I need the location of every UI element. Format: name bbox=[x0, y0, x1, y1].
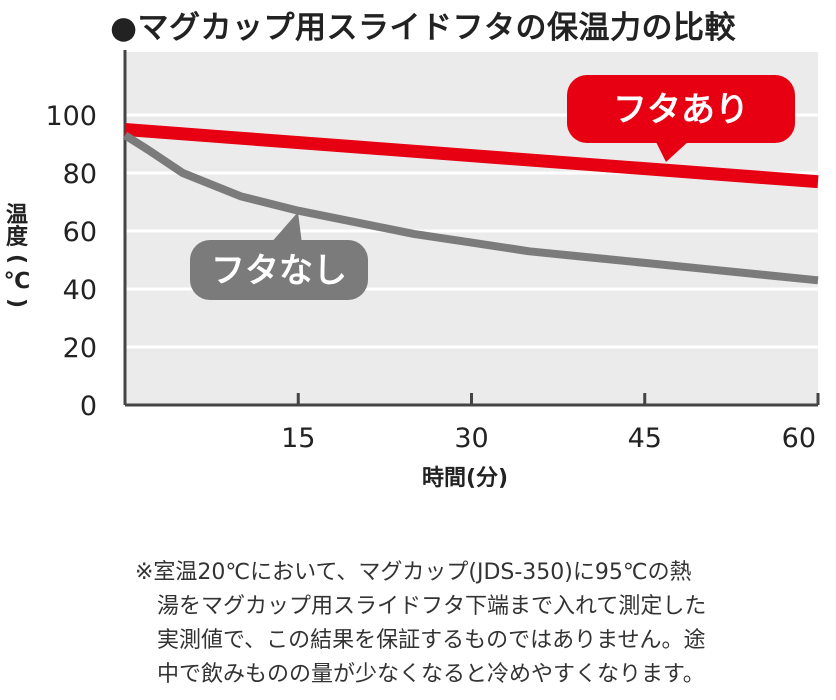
legend-without-lid-label: フタなし bbox=[211, 251, 347, 291]
x-tick-label: 15 bbox=[281, 423, 315, 454]
footnote-line: 実測値で、この結果を保証するものではありません。途 bbox=[157, 628, 706, 653]
y-tick-label: 80 bbox=[63, 159, 97, 190]
chart-title: ●マグカップ用スライドフタの保温力の比較 bbox=[110, 10, 737, 46]
y-tick-label: 20 bbox=[63, 333, 97, 364]
footnote-line: ※室温20℃において、マグカップ(JDS-350)に95℃の熱 bbox=[135, 560, 692, 585]
x-axis-label: 時間(分) bbox=[422, 466, 508, 491]
y-tick-label: 100 bbox=[45, 101, 97, 132]
x-tick-label: 60 bbox=[782, 423, 816, 454]
y-axis-label-char: ℃ bbox=[4, 269, 31, 294]
y-tick-label: 0 bbox=[80, 391, 97, 422]
y-axis-label-char: 温 bbox=[6, 203, 28, 228]
legend-with-lid-bubble bbox=[567, 75, 795, 143]
footnote-line: 湯をマグカップ用スライドフタ下端まで入れて測定した bbox=[157, 594, 707, 619]
x-tick-label: 30 bbox=[454, 423, 488, 454]
y-tick-label: 60 bbox=[63, 217, 97, 248]
legend-without-lid-pointer bbox=[270, 212, 302, 244]
y-axis-label-char: ) bbox=[4, 298, 29, 308]
series-line bbox=[124, 123, 819, 189]
footnote: ※室温20℃において、マグカップ(JDS-350)に95℃の熱 湯をマグカップ用… bbox=[135, 556, 825, 692]
footnote-line: 中で飲みものの量が少なくなると冷めやすくなります。 bbox=[157, 662, 705, 687]
y-tick-label: 40 bbox=[63, 275, 97, 306]
y-axis-label-char: 度 bbox=[6, 224, 29, 250]
legend-with-lid-label: フタあり bbox=[613, 90, 749, 130]
x-tick-label: 45 bbox=[628, 423, 662, 454]
legend-without-lid-bubble bbox=[190, 240, 368, 300]
y-axis-label-char: ( bbox=[4, 254, 29, 264]
legend-with-lid-pointer bbox=[655, 140, 690, 162]
series-line bbox=[122, 131, 819, 285]
